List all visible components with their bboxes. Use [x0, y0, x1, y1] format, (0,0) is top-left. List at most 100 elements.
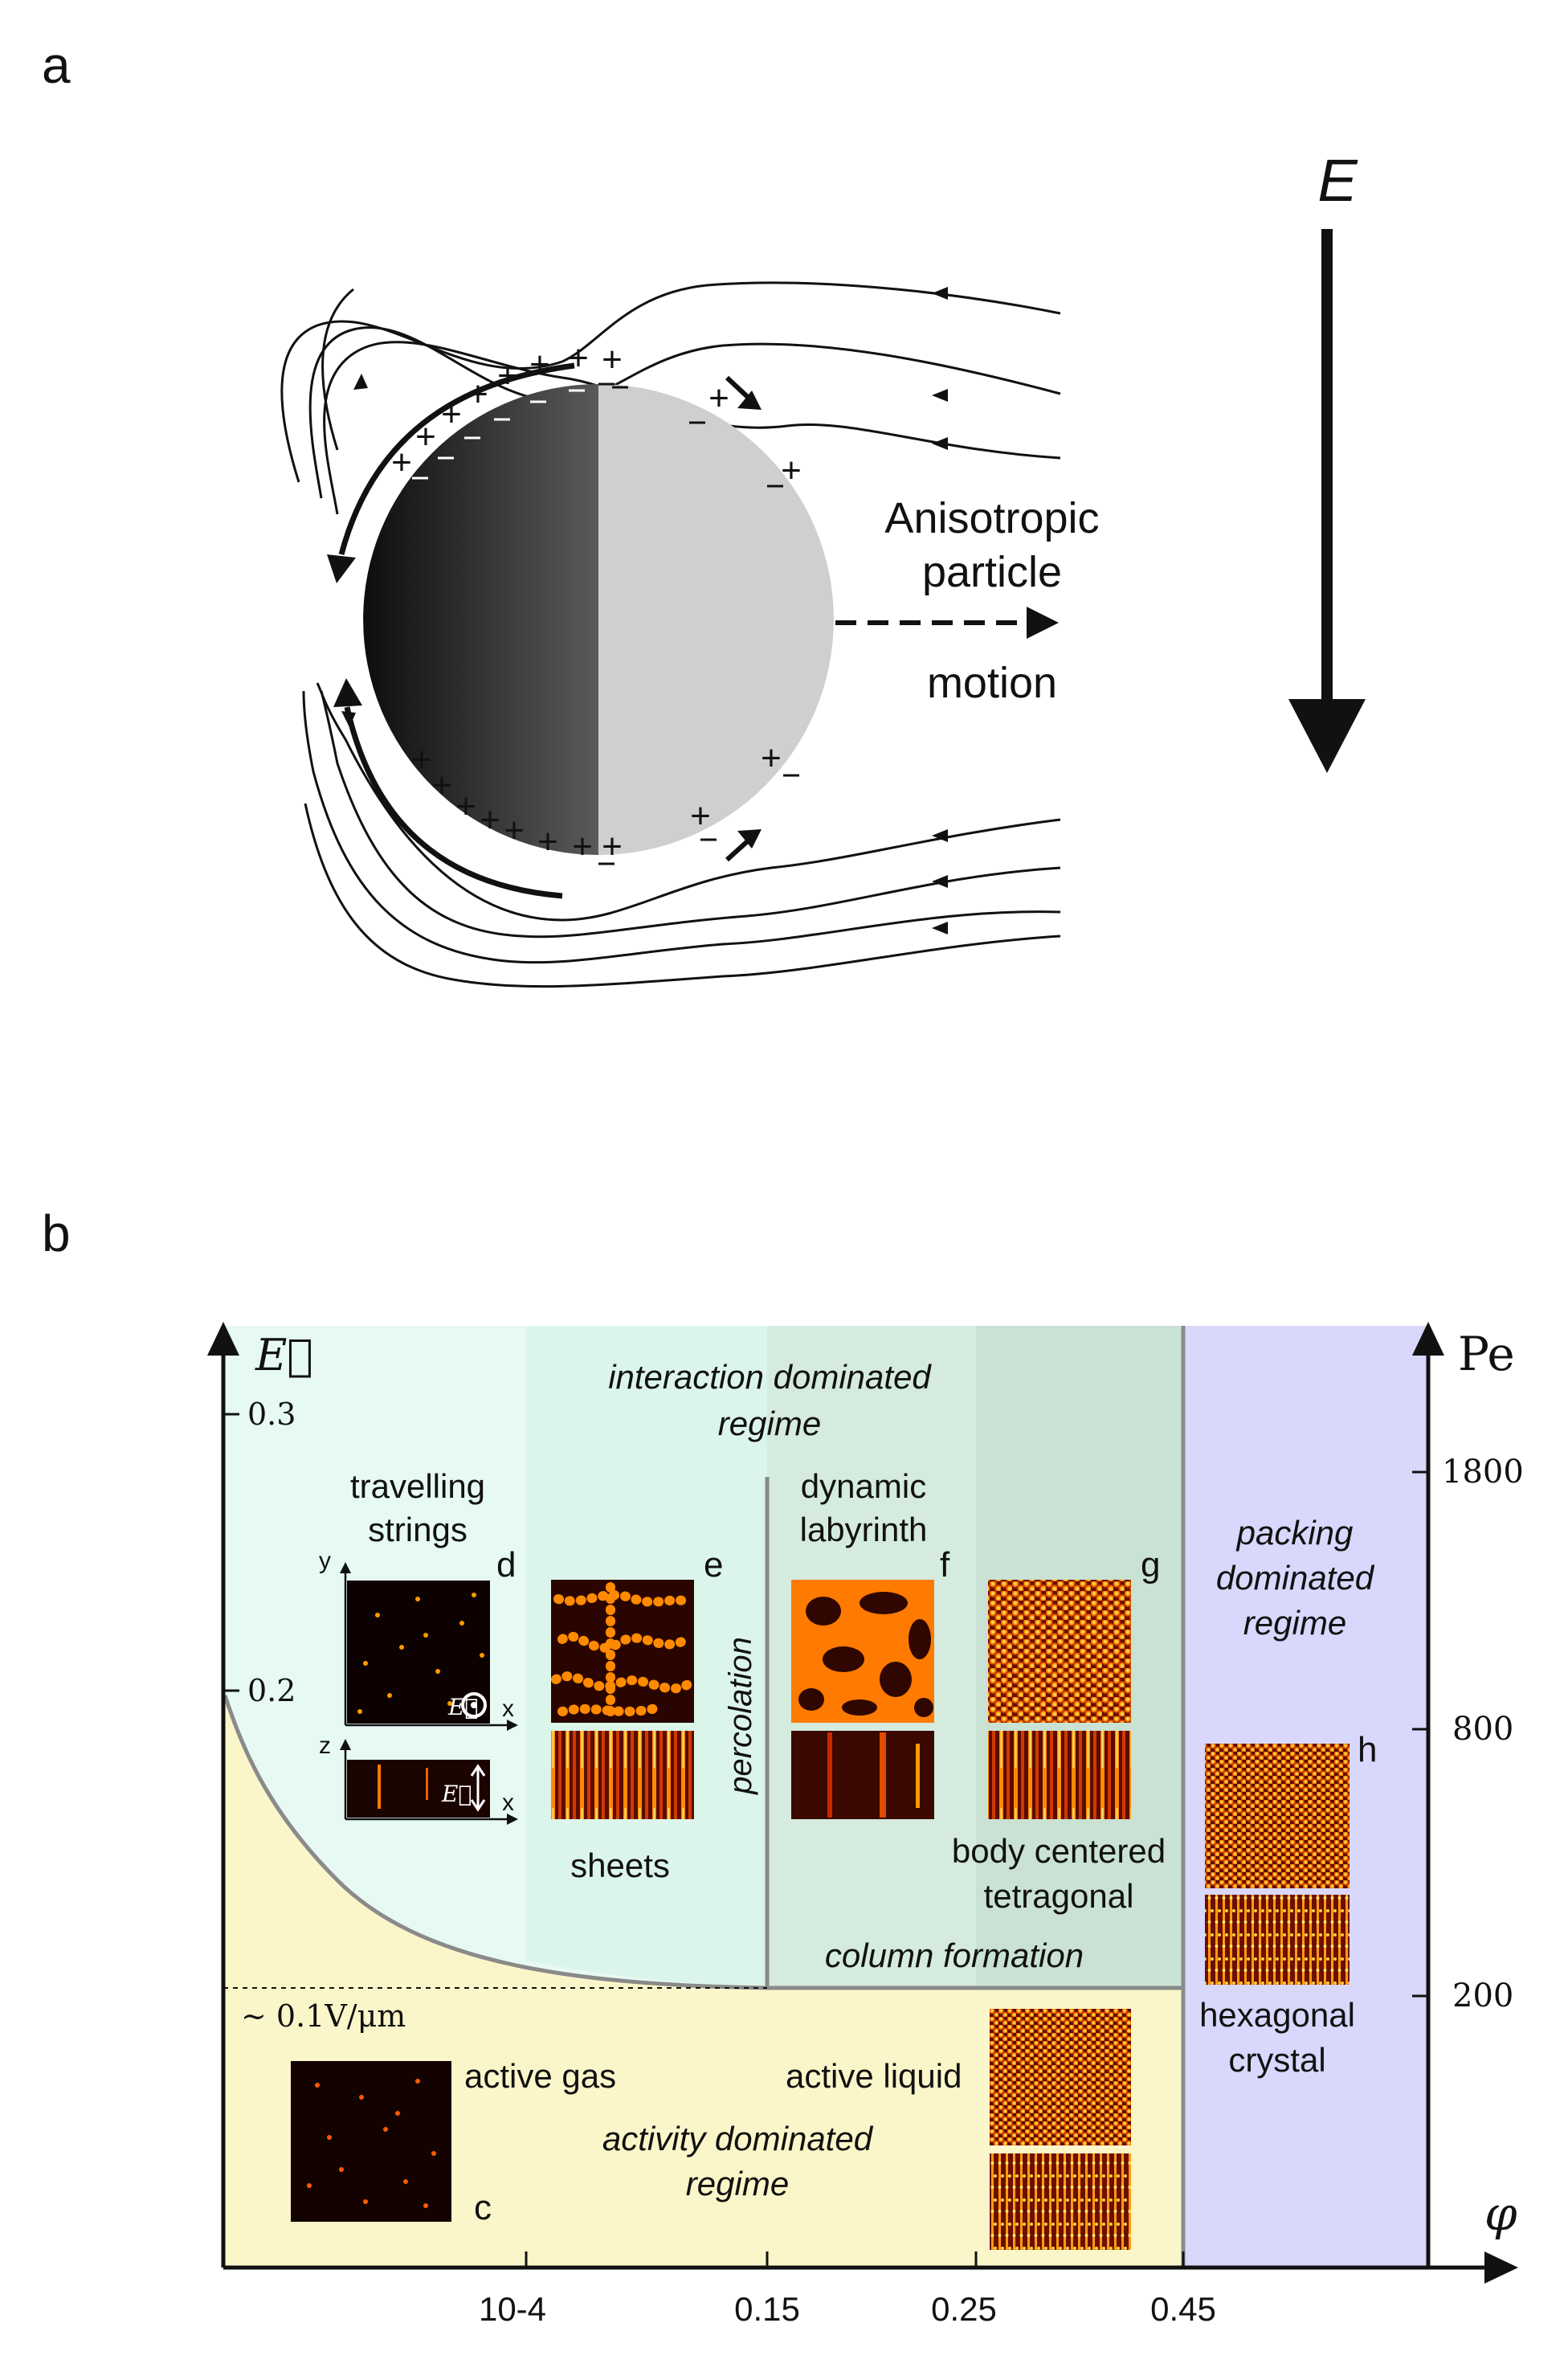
inset-d-letter: d	[496, 1545, 516, 1585]
inset-c-letter: c	[474, 2188, 492, 2227]
svg-text:+: +	[441, 395, 462, 434]
inset-d-bottom-image	[347, 1760, 490, 1818]
svg-text:+: +	[572, 827, 593, 866]
interaction-regime-line1: interaction dominated	[608, 1358, 932, 1396]
inset-h-bottom-image	[1205, 1895, 1350, 1985]
x-tick-label-3: 0.45	[1150, 2290, 1216, 2328]
surface-charges-negative[interactable]	[394, 382, 799, 865]
svg-text:+: +	[708, 378, 729, 418]
svg-text:+: +	[602, 340, 623, 379]
inset-g: g	[988, 1545, 1160, 1819]
inset-d-field-symbol	[461, 1692, 487, 1718]
surface-flow-arrow-bottom	[344, 706, 563, 899]
interaction-regime-line2: regime	[718, 1405, 821, 1442]
bct-line1: body centered	[952, 1832, 1166, 1870]
x-tick-label-2: 0.25	[931, 2290, 997, 2328]
inset-d-particles	[357, 1593, 484, 1714]
inset-e-letter: e	[704, 1545, 723, 1585]
inset-f-streak-1	[827, 1732, 832, 1818]
inset-d: E⃗ E⃗ y x z x d	[319, 1545, 518, 1825]
activity-regime-line1: activity dominated	[602, 2120, 874, 2157]
column-formation-label: column formation	[825, 1937, 1084, 1974]
packing-regime-line2: dominated	[1216, 1559, 1375, 1597]
inset-h-letter: h	[1358, 1730, 1377, 1769]
inset-d-streak-1	[378, 1765, 381, 1809]
particle-label-line1: Anisotropic	[884, 494, 1099, 542]
right-axis-symbol: Pe	[1458, 1327, 1515, 1381]
inset-g-bottom-image	[988, 1731, 1131, 1819]
active-gas-label: active gas	[464, 2057, 616, 2095]
svg-text:+: +	[415, 417, 436, 456]
x-axis-symbol: φ	[1484, 2186, 1517, 2241]
inset-active-liquid-top-image	[990, 2009, 1131, 2145]
inset-d-efield-label-2: E⃗	[441, 1781, 472, 1807]
panel-a-label: a	[42, 36, 71, 94]
field-label: E	[1317, 147, 1358, 214]
svg-text:+: +	[391, 443, 412, 482]
inset-e: e	[551, 1545, 723, 1819]
surface-flow-arrowhead-bottom	[333, 678, 362, 707]
inset-h: h	[1205, 1730, 1377, 1985]
streamline-arrowheads	[341, 287, 948, 935]
svg-text:+: +	[431, 766, 452, 805]
inset-f-streak-3	[916, 1744, 920, 1808]
x-tick-label-1: 0.15	[734, 2290, 800, 2328]
inset-d-field-dot	[471, 1702, 477, 1708]
field-arrow-shaft	[1321, 229, 1333, 711]
motion-label: motion	[927, 659, 1057, 707]
threshold-label: ∼ 0.1V/μm	[241, 1998, 406, 2034]
inset-c-image	[291, 2061, 451, 2222]
inset-d-y-arrowhead	[340, 1562, 351, 1573]
right-axis-arrowhead	[1412, 1322, 1444, 1356]
activity-regime-line2: regime	[686, 2165, 789, 2202]
inset-c: c	[291, 2061, 492, 2227]
inset-f-voids	[798, 1592, 933, 1717]
streamline-bottom-2	[320, 690, 1061, 939]
svg-text:+: +	[529, 345, 550, 384]
inset-f-streak-2	[880, 1732, 886, 1818]
streamline-bottom-4	[304, 803, 1061, 988]
right-tick-label-0: 1800	[1442, 1454, 1524, 1491]
inset-d-x2-arrowhead	[507, 1814, 518, 1825]
inset-d-axes-xy	[344, 1567, 510, 1727]
packing-regime-line1: packing	[1235, 1514, 1354, 1552]
inset-d-z-arrowhead	[340, 1739, 351, 1750]
sheets-label: sheets	[570, 1847, 670, 1884]
particle-dark-half	[363, 384, 598, 855]
inset-d-x2-label: x	[502, 1789, 514, 1816]
inset-d-axes-xz	[344, 1744, 510, 1821]
inset-f: f	[791, 1545, 950, 1819]
dynamic-line1: dynamic	[801, 1467, 926, 1505]
inset-d-x-label: x	[502, 1695, 514, 1722]
left-axis-symbol: E⃗	[255, 1330, 313, 1380]
svg-text:+: +	[480, 800, 500, 840]
inset-d-field-arrow	[470, 1764, 486, 1812]
x-axis-arrowhead	[1484, 2251, 1518, 2284]
panel-b-label: b	[42, 1204, 71, 1262]
svg-text:+: +	[781, 451, 802, 490]
inset-c-particles	[307, 2079, 436, 2208]
svg-text:+: +	[411, 740, 432, 779]
streamline-top-3	[323, 341, 1061, 515]
inset-d-z-label: z	[319, 1732, 331, 1759]
x-tick-label-0: 10-4	[479, 2290, 546, 2328]
streamline-top-1	[280, 281, 1061, 483]
field-arrowhead	[1288, 699, 1366, 773]
inset-active-liquid-bottom-image	[990, 2153, 1131, 2250]
left-tick-label-0: 0.3	[247, 1397, 296, 1432]
inset-d-y-label: y	[319, 1548, 331, 1574]
svg-text:+: +	[761, 738, 782, 778]
inset-f-letter: f	[940, 1545, 950, 1585]
svg-text:+: +	[568, 338, 589, 378]
inset-d-streak-2	[426, 1768, 428, 1800]
flow-arrowhead-small-bottom	[737, 829, 762, 849]
inset-e-bottom-image	[551, 1731, 694, 1819]
svg-text:+: +	[602, 827, 623, 866]
streamline-bottom-3	[302, 690, 1061, 964]
inset-d-x-arrowhead	[507, 1720, 518, 1731]
travelling-line2: strings	[368, 1511, 468, 1548]
surface-flow-arrow-top	[338, 362, 575, 555]
surface-flow-arrowhead-top	[327, 554, 356, 583]
svg-text:+: +	[690, 796, 711, 836]
